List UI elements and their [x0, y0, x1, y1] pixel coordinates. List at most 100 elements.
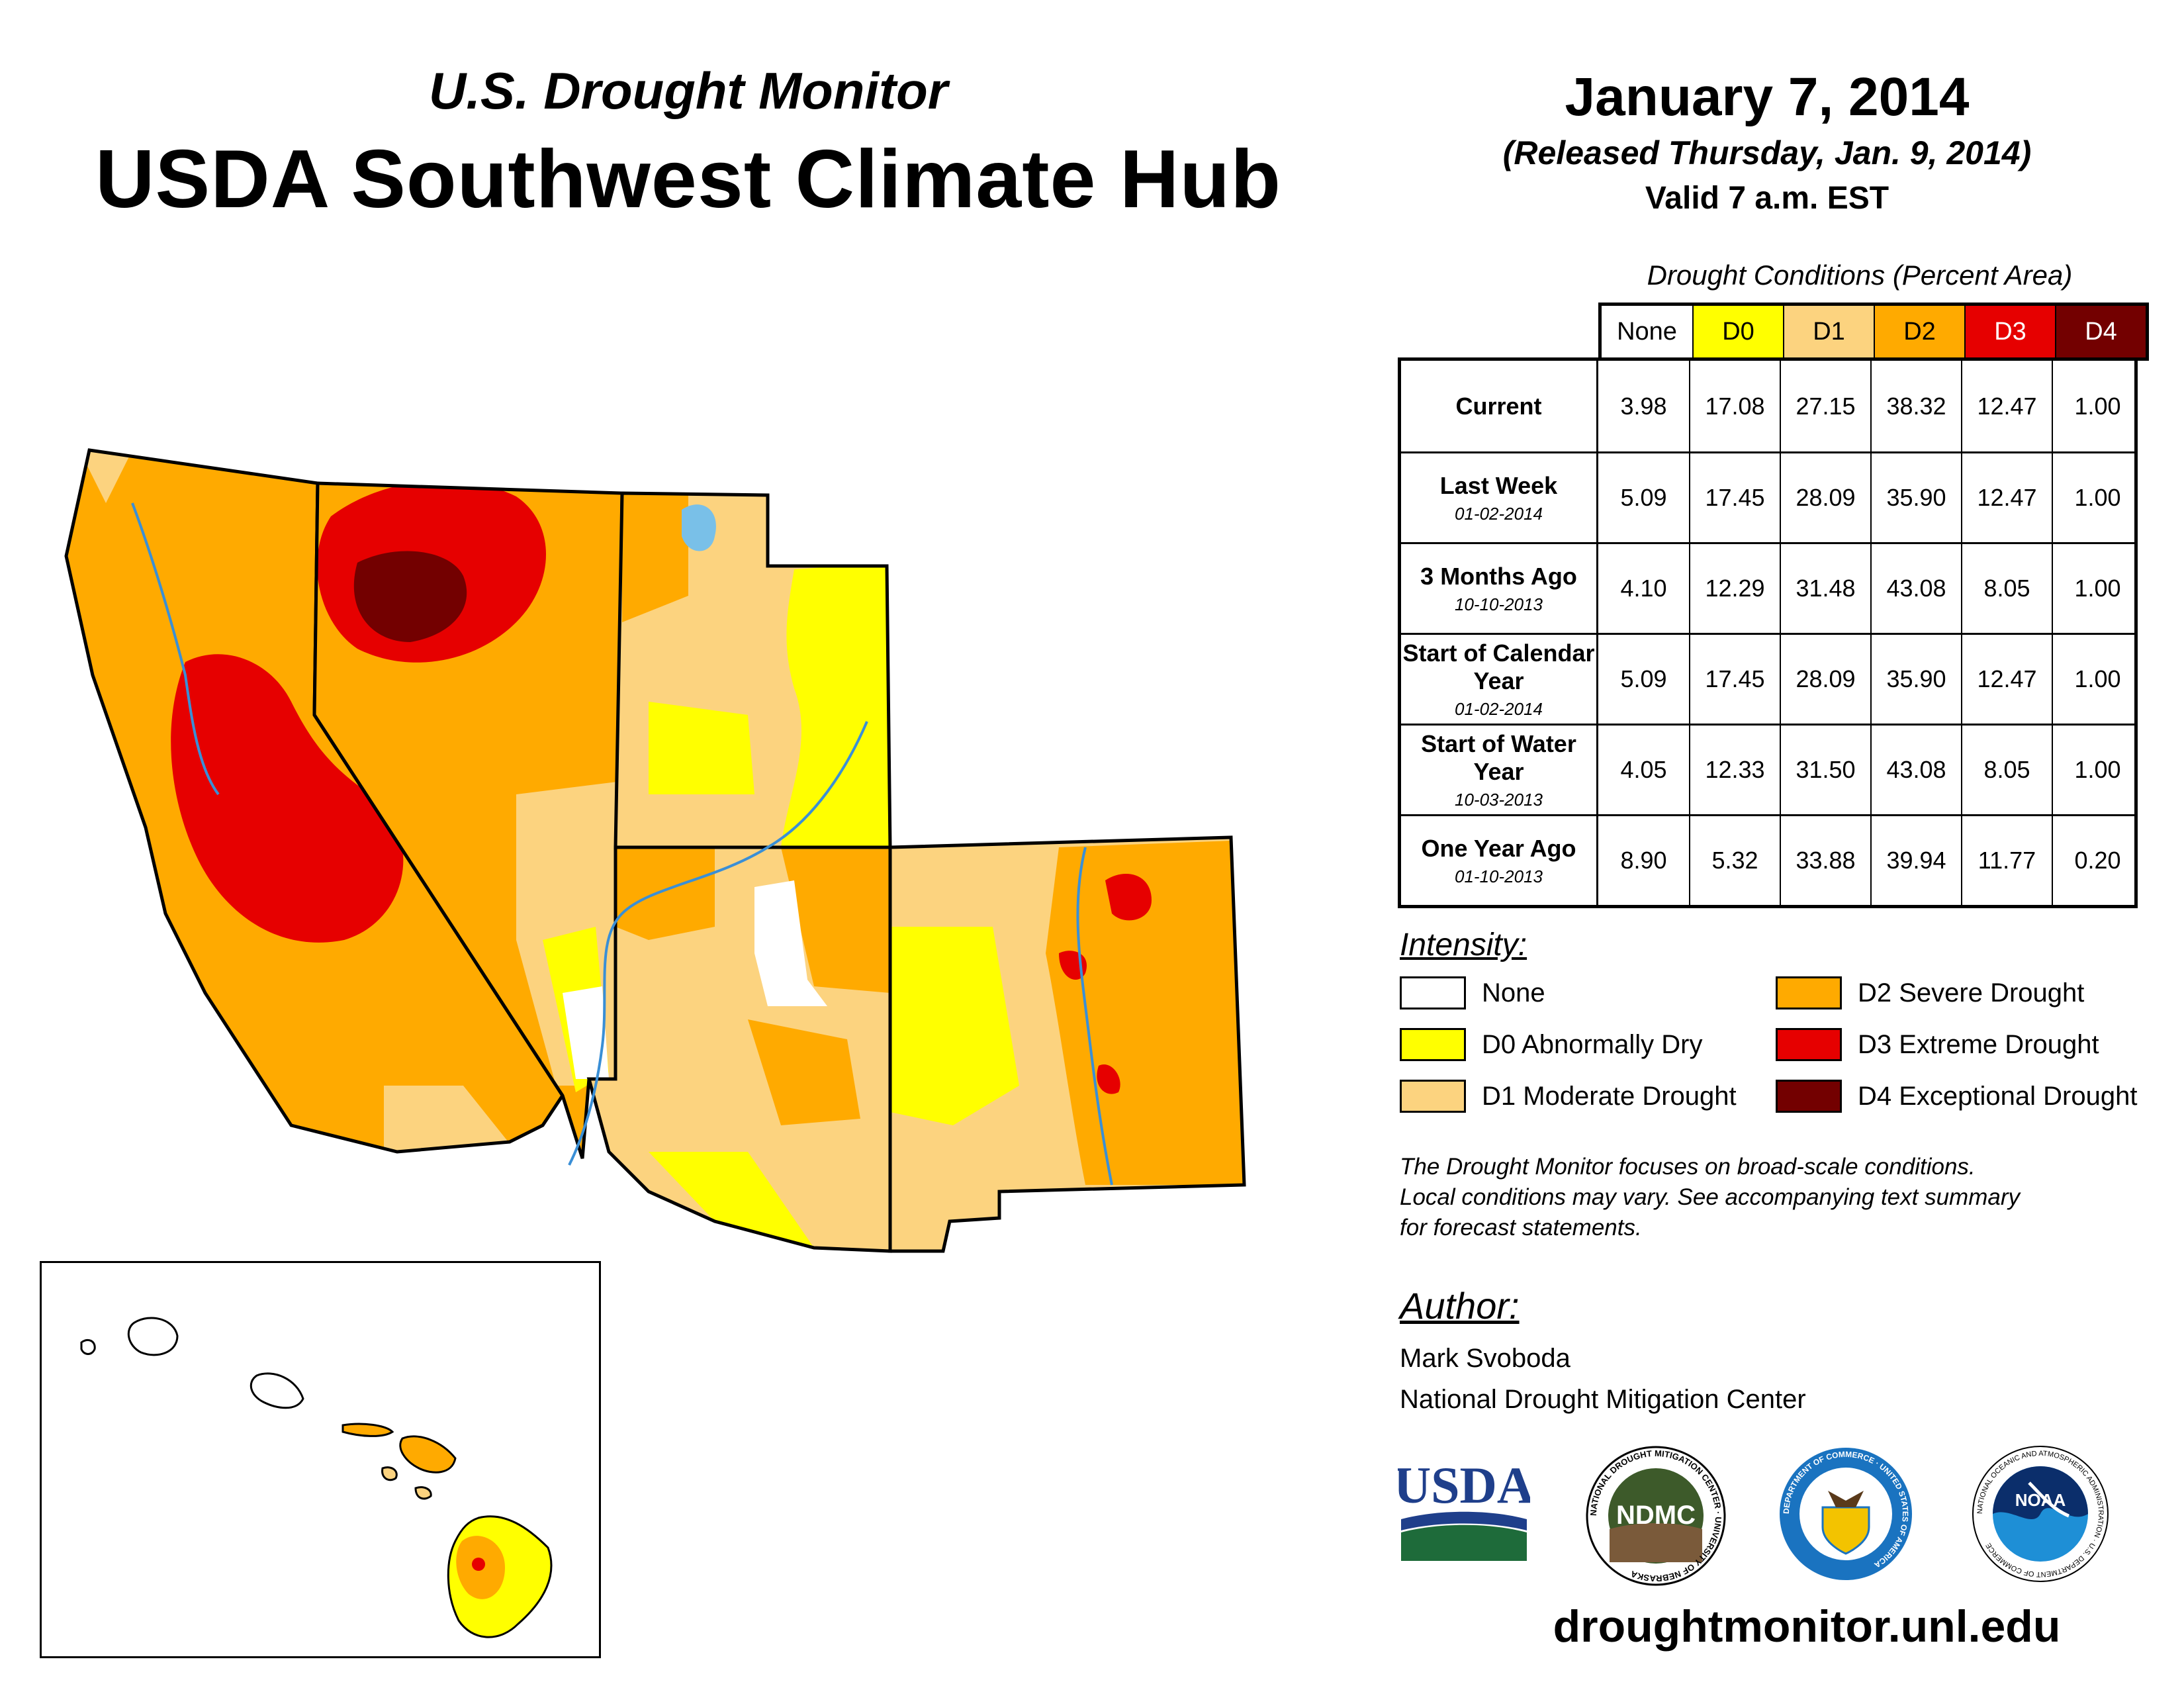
legend-swatch: [1400, 1028, 1466, 1061]
legend-swatch: [1776, 1080, 1842, 1113]
table-row: Last Week 01-02-2014 5.09 17.45 28.09 35…: [1401, 451, 2134, 542]
niihau-island: [80, 1338, 96, 1355]
cell-d3: 12.47: [1961, 361, 2052, 451]
author-organization: National Drought Mitigation Center: [1400, 1385, 1806, 1414]
cell-d0: 5.32: [1689, 816, 1780, 905]
noaa-logo-text: NOAA: [2015, 1490, 2066, 1510]
row-label-text: 3 Months Ago: [1420, 562, 1577, 590]
hawaii-map: [80, 1317, 553, 1638]
legend-swatch: [1776, 1028, 1842, 1061]
legend-item-d0: D0 Abnormally Dry: [1400, 1028, 1702, 1061]
map-subtitle: U.S. Drought Monitor: [428, 62, 948, 120]
disclaimer-line: for forecast statements.: [1400, 1215, 1642, 1241]
kahoolawe-island: [414, 1486, 432, 1500]
kauai-island: [127, 1317, 179, 1356]
molokai-island: [341, 1423, 394, 1437]
table-row: Current 3.98 17.08 27.15 38.32 12.47 1.0…: [1401, 361, 2134, 451]
legend-swatch: [1400, 1080, 1466, 1113]
rio-grande-river: [1076, 847, 1113, 1186]
cell-d2: 43.08: [1870, 544, 1961, 633]
cell-d3: 8.05: [1961, 726, 2052, 814]
map-title: USDA Southwest Climate Hub: [95, 134, 1281, 225]
cell-d0: 17.45: [1689, 635, 1780, 724]
row-label: Start of Calendar Year 01-02-2014: [1401, 635, 1598, 724]
colorado-river: [568, 721, 868, 1166]
new-mexico-outline: [888, 835, 1246, 1253]
header-d3: D3: [1964, 306, 2055, 357]
release-date: (Released Thursday, Jan. 9, 2014): [1502, 134, 2032, 171]
table-row: 3 Months Ago 10-10-2013 4.10 12.29 31.48…: [1401, 542, 2134, 633]
oahu-island: [250, 1372, 304, 1409]
legend-item-none: None: [1400, 976, 1545, 1009]
southwest-drought-map: [64, 448, 1246, 1253]
usda-logo: USDA: [1398, 1456, 1530, 1561]
row-label: Last Week 01-02-2014: [1401, 453, 1598, 542]
cell-d0: 12.29: [1689, 544, 1780, 633]
cell-d4: 1.00: [2052, 361, 2142, 451]
disclaimer: The Drought Monitor focuses on broad-sca…: [1400, 1152, 2167, 1243]
conditions-table: Current 3.98 17.08 27.15 38.32 12.47 1.0…: [1398, 357, 2138, 908]
legend-item-d1: D1 Moderate Drought: [1400, 1080, 1737, 1113]
row-label-text: Current: [1455, 392, 1542, 420]
maui-island: [399, 1435, 457, 1474]
cell-d4: 0.20: [2052, 816, 2142, 905]
header-none: None: [1602, 306, 1692, 357]
row-label-text: Start of Water Year: [1421, 729, 1576, 785]
new-mexico-region: [890, 837, 1244, 1251]
legend-label: D1 Moderate Drought: [1482, 1081, 1737, 1111]
cell-d1: 28.09: [1780, 635, 1870, 724]
row-date: 10-03-2013: [1455, 789, 1543, 810]
disclaimer-line: The Drought Monitor focuses on broad-sca…: [1400, 1154, 1976, 1180]
row-label-text: Start of Calendar Year: [1402, 639, 1595, 694]
cell-d2: 35.90: [1870, 635, 1961, 724]
legend-swatch: [1776, 976, 1842, 1009]
row-label-text: One Year Ago: [1421, 834, 1576, 862]
row-date: 01-02-2014: [1455, 698, 1543, 719]
row-label: Start of Water Year 10-03-2013: [1401, 726, 1598, 814]
header-d4: D4: [2055, 306, 2146, 357]
legend-title: Intensity:: [1400, 927, 1527, 962]
table-caption: Drought Conditions (Percent Area): [1647, 259, 2073, 291]
usda-logo-text: USDA: [1398, 1456, 1530, 1514]
cell-none: 5.09: [1620, 484, 1667, 511]
commerce-logo: DEPARTMENT OF COMMERCE · UNITED STATES O…: [1780, 1448, 1912, 1580]
cell-d3: 12.47: [1961, 453, 2052, 542]
lanai-island: [381, 1466, 398, 1481]
legend-label: D0 Abnormally Dry: [1482, 1029, 1703, 1059]
cell-d0: 12.33: [1689, 726, 1780, 814]
cell-d2: 43.08: [1870, 726, 1961, 814]
cell-d1: 31.50: [1780, 726, 1870, 814]
cell-d2: 35.90: [1870, 453, 1961, 542]
table-row: Start of Calendar Year 01-02-2014 5.09 1…: [1401, 633, 2134, 724]
ndmc-logo: NDMC NATIONAL DROUGHT MITIGATION CENTER …: [1586, 1446, 1726, 1586]
row-label: Current: [1401, 361, 1598, 451]
cell-d4: 1.00: [2052, 453, 2142, 542]
legend-item-d2: D2 Severe Drought: [1776, 976, 2084, 1009]
header-d2: D2: [1874, 306, 1964, 357]
row-label: One Year Ago 01-10-2013: [1401, 816, 1598, 905]
cell-d2: 38.32: [1870, 361, 1961, 451]
cell-d1: 28.09: [1780, 453, 1870, 542]
legend-label: None: [1482, 978, 1545, 1008]
date-block: January 7, 2014 (Released Thursday, Jan.…: [1416, 66, 2118, 216]
arizona-region: [589, 847, 890, 1251]
drought-monitor-link[interactable]: droughtmonitor.unl.edu: [1553, 1601, 2061, 1652]
cell-d2: 39.94: [1870, 816, 1961, 905]
table-row: Start of Water Year 10-03-2013 4.05 12.3…: [1401, 724, 2134, 814]
disclaimer-line: Local conditions may vary. See accompany…: [1400, 1184, 2020, 1210]
cell-d4: 1.00: [2052, 726, 2142, 814]
row-label-text: Last Week: [1439, 471, 1558, 499]
header-d1: D1: [1783, 306, 1874, 357]
cell-d1: 33.88: [1780, 816, 1870, 905]
cell-d4: 1.00: [2052, 635, 2142, 724]
cell-d0: 17.45: [1689, 453, 1780, 542]
row-label: 3 Months Ago 10-10-2013: [1401, 544, 1598, 633]
author-name: Mark Svoboda: [1400, 1344, 1570, 1373]
cell-d1: 31.48: [1780, 544, 1870, 633]
cell-none: 5.09: [1620, 665, 1667, 692]
cell-none: 8.90: [1620, 847, 1667, 874]
cell-none: 3.98: [1620, 392, 1667, 420]
map-date: January 7, 2014: [1565, 67, 1970, 127]
row-date: 01-02-2014: [1455, 503, 1543, 524]
hawaii-inset: [40, 1261, 601, 1658]
